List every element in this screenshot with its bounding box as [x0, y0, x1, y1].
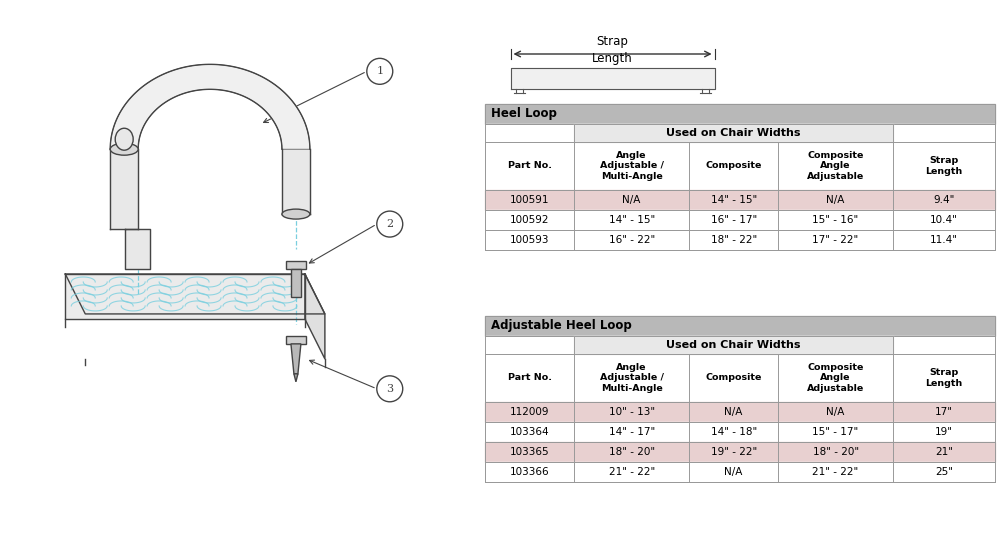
- Polygon shape: [485, 230, 995, 250]
- Text: Composite
Angle
Adjustable: Composite Angle Adjustable: [807, 363, 864, 393]
- Polygon shape: [282, 149, 310, 214]
- Text: Part No.: Part No.: [508, 374, 552, 382]
- Text: Composite
Angle
Adjustable: Composite Angle Adjustable: [807, 151, 864, 181]
- Text: Angle
Adjustable /
Multi-Angle: Angle Adjustable / Multi-Angle: [600, 363, 664, 393]
- Text: 9.4": 9.4": [933, 195, 955, 205]
- Polygon shape: [485, 104, 995, 124]
- Polygon shape: [485, 142, 995, 190]
- Text: 11.4": 11.4": [930, 235, 958, 245]
- Polygon shape: [485, 354, 995, 402]
- Text: Strap: Strap: [597, 35, 628, 48]
- Polygon shape: [291, 344, 301, 374]
- Text: Heel Loop: Heel Loop: [491, 108, 557, 121]
- Text: 16" - 22": 16" - 22": [609, 235, 655, 245]
- Ellipse shape: [282, 209, 310, 219]
- Text: 100592: 100592: [510, 215, 549, 225]
- Polygon shape: [286, 336, 306, 344]
- Text: 16" - 17": 16" - 17": [711, 215, 757, 225]
- Text: 103366: 103366: [510, 467, 550, 477]
- Text: 17" - 22": 17" - 22": [812, 235, 859, 245]
- Text: Adjustable Heel Loop: Adjustable Heel Loop: [491, 319, 632, 332]
- Text: 18" - 22": 18" - 22": [711, 235, 757, 245]
- Text: 103365: 103365: [510, 447, 550, 457]
- Text: 10" - 13": 10" - 13": [609, 407, 655, 417]
- Polygon shape: [65, 274, 305, 319]
- Polygon shape: [125, 229, 150, 269]
- Polygon shape: [286, 261, 306, 269]
- Polygon shape: [305, 274, 325, 359]
- Text: 2: 2: [386, 219, 393, 229]
- Text: 14" - 18": 14" - 18": [711, 427, 757, 437]
- Polygon shape: [110, 64, 310, 149]
- Polygon shape: [65, 274, 325, 314]
- Text: N/A: N/A: [826, 407, 845, 417]
- Text: 19": 19": [935, 427, 953, 437]
- Polygon shape: [485, 422, 995, 442]
- Text: N/A: N/A: [622, 195, 641, 205]
- Polygon shape: [485, 124, 995, 142]
- Text: Strap
Length: Strap Length: [925, 156, 963, 176]
- Ellipse shape: [110, 143, 138, 155]
- Text: Composite: Composite: [705, 374, 762, 382]
- Polygon shape: [574, 336, 893, 354]
- Polygon shape: [485, 336, 995, 354]
- Text: 14" - 17": 14" - 17": [609, 427, 655, 437]
- Text: Length: Length: [592, 52, 633, 65]
- Text: N/A: N/A: [724, 467, 743, 477]
- Text: 103364: 103364: [510, 427, 550, 437]
- Ellipse shape: [115, 128, 133, 150]
- Text: 21": 21": [935, 447, 953, 457]
- Text: 3: 3: [386, 384, 393, 394]
- Polygon shape: [485, 462, 995, 482]
- Polygon shape: [291, 269, 301, 297]
- Text: 100591: 100591: [510, 195, 549, 205]
- Text: 21" - 22": 21" - 22": [609, 467, 655, 477]
- Polygon shape: [110, 149, 138, 229]
- Text: Angle
Adjustable /
Multi-Angle: Angle Adjustable / Multi-Angle: [600, 151, 664, 181]
- Text: 15" - 16": 15" - 16": [812, 215, 859, 225]
- Text: N/A: N/A: [724, 407, 743, 417]
- Polygon shape: [485, 316, 995, 336]
- Text: 10.4": 10.4": [930, 215, 958, 225]
- Text: 18" - 20": 18" - 20": [609, 447, 655, 457]
- Polygon shape: [485, 442, 995, 462]
- Text: 17": 17": [935, 407, 953, 417]
- Text: 112009: 112009: [510, 407, 549, 417]
- Text: 15" - 17": 15" - 17": [812, 427, 859, 437]
- Text: N/A: N/A: [826, 195, 845, 205]
- Text: Used on Chair Widths: Used on Chair Widths: [666, 340, 801, 350]
- Text: 18" - 20": 18" - 20": [813, 447, 859, 457]
- Text: 25": 25": [935, 467, 953, 477]
- Polygon shape: [485, 210, 995, 230]
- Polygon shape: [485, 190, 995, 210]
- Text: 19" - 22": 19" - 22": [711, 447, 757, 457]
- Text: Strap
Length: Strap Length: [925, 368, 963, 388]
- Text: 14" - 15": 14" - 15": [711, 195, 757, 205]
- Polygon shape: [294, 374, 298, 382]
- Circle shape: [367, 58, 393, 84]
- Text: 21" - 22": 21" - 22": [812, 467, 859, 477]
- Text: Composite: Composite: [705, 162, 762, 170]
- Circle shape: [377, 376, 403, 402]
- Circle shape: [377, 211, 403, 237]
- Text: 14" - 15": 14" - 15": [609, 215, 655, 225]
- Text: Used on Chair Widths: Used on Chair Widths: [666, 128, 801, 138]
- Text: Part No.: Part No.: [508, 162, 552, 170]
- Text: 1: 1: [376, 66, 383, 76]
- Text: 100593: 100593: [510, 235, 549, 245]
- Polygon shape: [511, 68, 715, 89]
- Polygon shape: [574, 124, 893, 142]
- Polygon shape: [485, 402, 995, 422]
